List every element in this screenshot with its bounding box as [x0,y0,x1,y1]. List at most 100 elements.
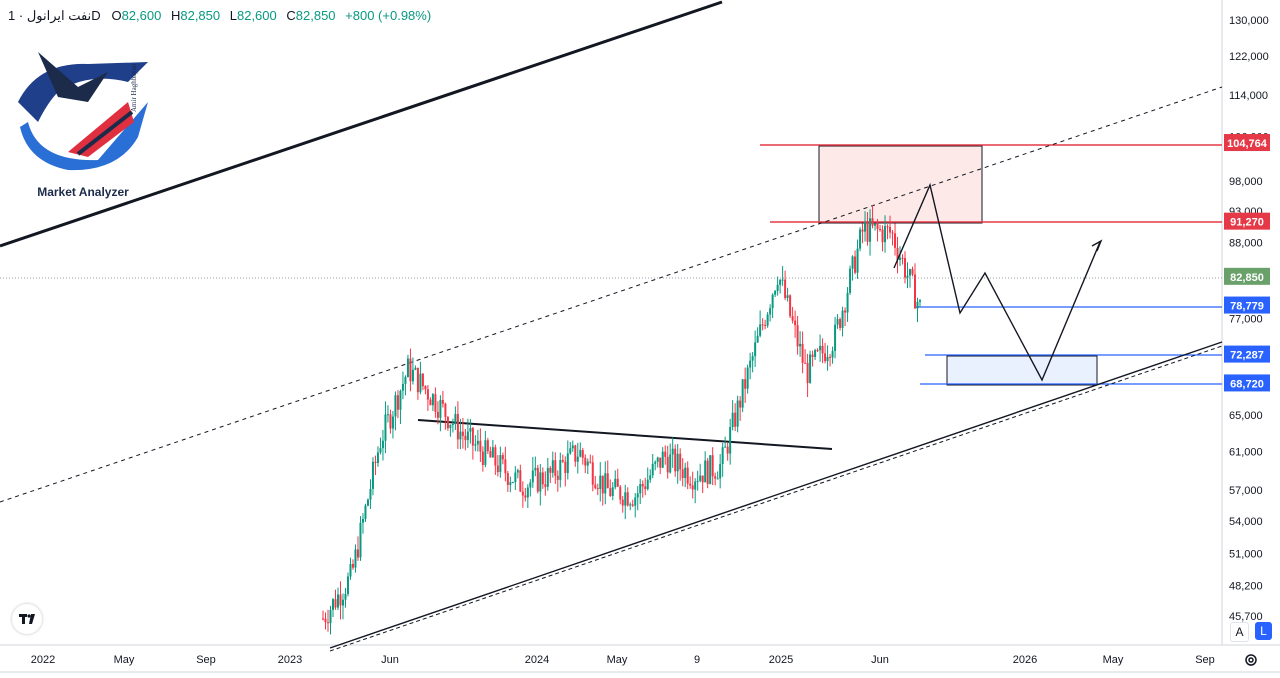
change-value: +800 (+0.98%) [345,8,432,23]
candle-body [329,609,332,624]
log-scale-button[interactable]: L [1255,622,1272,640]
candle-body [854,256,857,273]
candle-body [551,460,554,473]
candle-body [661,451,664,468]
candle-body [851,256,854,269]
candle-body [489,451,492,458]
candle-body [809,354,812,383]
candle-body [766,314,769,326]
candle-body [734,412,737,427]
price-tick-label: 130,000 [1229,15,1269,27]
candle-body [679,453,682,470]
candle-body [386,414,389,416]
candle-body [816,350,819,352]
lower-channel-trendline[interactable] [329,341,1223,649]
candle-body [466,431,469,441]
candle-body [519,470,522,492]
candle-body [546,467,549,487]
symbol-name[interactable]: نفت ایرانول [26,8,92,23]
upper-channel-trendline[interactable] [0,0,723,248]
close-label: C [286,8,296,23]
candle-body [454,413,457,425]
candle-body [776,284,779,291]
candle-body [524,495,527,498]
candle-body [861,229,864,232]
auto-scale-button[interactable]: A [1230,622,1249,642]
candle-body [441,399,444,404]
candle-body [639,483,642,494]
candle-body [914,274,917,309]
candle-body [769,308,772,315]
candle-body [909,269,912,276]
supply-zone[interactable] [818,145,983,224]
candle-body [464,435,467,441]
symbol-header: نفت ایرانول · 1D O82,600 H82,850 L82,600… [8,8,432,23]
time-tick-label: May [607,654,628,666]
candle-body [486,440,489,452]
candle-body [654,461,657,464]
candle-body [509,482,512,485]
candle-body [896,247,899,260]
candle-body [549,467,552,473]
demand-zone[interactable] [946,355,1098,386]
price-tick-label: 77,000 [1229,314,1263,326]
candle-body [656,457,659,462]
candle-body [494,447,497,466]
candle-body [806,362,809,383]
candle-body [659,457,662,468]
candle-body [724,446,727,448]
candle-body [616,478,619,487]
candle-body [369,488,372,500]
candle-body [756,335,759,343]
candle-body [324,618,327,623]
candle-body [709,455,712,484]
candle-body [749,360,752,368]
candle-body [886,226,889,228]
interval-label[interactable]: 1D [8,8,101,23]
candle-body [764,324,767,326]
candle-body [451,424,454,426]
candle-body [589,461,592,463]
mid-channel-dashed-trendline[interactable] [0,86,1223,503]
candle-body [491,447,494,458]
candle-body [506,473,509,485]
consolidation-trendline[interactable] [417,419,833,450]
candle-body [761,324,764,326]
candle-body [484,440,487,465]
candle-body [476,440,479,445]
level-badge [1224,345,1270,363]
time-tick-label: May [114,654,135,666]
candle-body [621,499,624,506]
level-badge-label: 68,720 [1230,378,1264,390]
candle-body [669,454,672,473]
tradingview-logo-icon[interactable] [12,604,42,634]
projected-price-path[interactable] [893,182,1101,382]
level-badge [1224,267,1270,285]
candle-body [771,294,774,309]
gear-icon[interactable] [1243,652,1259,668]
candle-body [389,414,392,429]
time-tick-label: Jun [871,654,889,666]
candle-body [336,594,339,608]
candle-body [884,226,887,243]
candle-body [701,475,704,483]
candle-body [664,451,667,457]
candle-body [746,367,749,389]
candle-body [536,467,539,492]
candle-body [469,428,472,432]
level-badge [1224,374,1270,392]
candle-body [604,473,607,494]
candle-body [326,622,329,624]
lower-channel-dashed-trendline[interactable] [329,345,1223,652]
candle-body [569,448,572,454]
candle-body [374,461,377,463]
open-value: 82,600 [121,8,162,23]
candle-body [404,377,407,384]
market-analyzer-logo: Amir Haghbayan Market Analyzer [8,42,158,202]
candle-body [379,448,382,453]
price-level-badges: 104,764 91,270 82,850 78,779 72,287 68,720 [1224,134,1270,392]
candle-body [694,481,697,490]
candle-body [711,455,714,477]
candle-body [444,403,447,417]
